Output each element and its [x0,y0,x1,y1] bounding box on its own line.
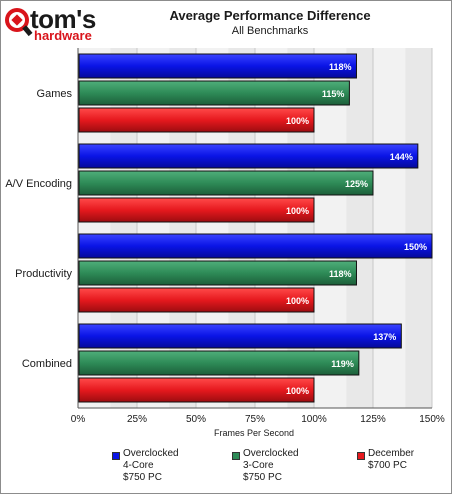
bar-value-label: 115% [322,89,345,99]
x-tick-label: 75% [245,414,265,425]
bar [78,107,315,133]
x-tick-label: 125% [360,414,386,425]
bar-value-label: 118% [329,269,352,279]
x-axis-title: Frames Per Second [214,428,294,438]
logo-sub-text: hardware [34,28,92,43]
legend-swatch [112,452,120,460]
bar [78,287,315,313]
bar-value-label: 125% [345,179,368,189]
chart-title: Average Performance Difference [169,8,371,23]
x-tick-label: 150% [419,414,445,425]
bar [78,80,350,106]
x-tick-label: 50% [186,414,206,425]
bar [78,377,315,403]
chart-subtitle: All Benchmarks [231,25,309,37]
logo-main-text: tom's [30,4,96,34]
bar [78,143,419,169]
bar-value-label: 100% [286,116,309,126]
bar [78,260,357,286]
bar-value-label: 150% [404,242,427,252]
bar [78,323,402,349]
bar-value-label: 144% [390,152,413,162]
x-tick-label: 25% [127,414,147,425]
bar-value-label: 100% [286,386,309,396]
bar-value-label: 118% [329,62,352,72]
x-tick-label: 0% [71,414,86,425]
legend-label: December $700 PC [368,448,415,471]
category-label: A/V Encoding [5,178,72,190]
plot-band [405,48,432,408]
logo: tom's hardware [4,4,108,44]
bar [78,197,315,223]
bar [78,350,360,376]
legend-swatch [232,452,240,460]
logo-icon [5,8,33,37]
bar [78,233,433,259]
bar-chart: 118% 115% 100% 144% 125% 100% 150% 118% 100% 137%… [5,48,445,438]
category-label: Productivity [15,268,72,280]
legend-label: Overclocked 4-Core $750 PC [123,448,179,483]
bar [78,53,357,79]
bar-value-label: 137% [373,332,396,342]
x-tick-label: 100% [301,414,327,425]
bar [78,170,374,196]
bar-value-label: 100% [286,296,309,306]
category-label: Combined [22,358,72,370]
category-label: Games [37,88,73,100]
legend-swatch [357,452,365,460]
bar-value-label: 119% [331,359,354,369]
legend-label: Overclocked 3-Core $750 PC [243,448,299,483]
bar-value-label: 100% [286,206,309,216]
legend: Overclocked 4-Core $750 PC Overclocked 3-… [0,448,452,492]
